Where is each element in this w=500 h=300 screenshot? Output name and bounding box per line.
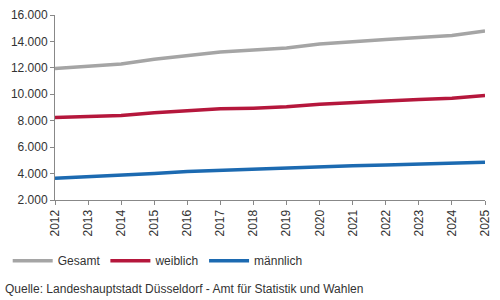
svg-text:4.000: 4.000 [18,167,48,181]
svg-text:2012: 2012 [48,209,62,236]
svg-text:2014: 2014 [114,209,128,236]
svg-text:2.000: 2.000 [18,193,48,207]
svg-text:2022: 2022 [379,209,393,236]
svg-text:2016: 2016 [180,209,194,236]
svg-text:2013: 2013 [81,209,95,236]
svg-text:6.000: 6.000 [18,140,48,154]
svg-text:männlich: männlich [254,254,302,268]
svg-text:2021: 2021 [346,209,360,236]
svg-text:Gesamt: Gesamt [58,254,101,268]
svg-text:Quelle: Landeshauptstadt Düsse: Quelle: Landeshauptstadt Düsseldorf - Am… [5,282,363,296]
svg-text:2015: 2015 [147,209,161,236]
svg-text:2023: 2023 [412,209,426,236]
svg-text:2025: 2025 [478,209,492,236]
svg-text:2018: 2018 [246,209,260,236]
svg-text:16.000: 16.000 [11,8,48,22]
svg-text:8.000: 8.000 [18,114,48,128]
svg-text:2024: 2024 [445,209,459,236]
svg-text:weiblich: weiblich [154,254,198,268]
svg-text:12.000: 12.000 [11,61,48,75]
svg-text:10.000: 10.000 [11,87,48,101]
svg-text:2019: 2019 [279,209,293,236]
svg-text:2020: 2020 [313,209,327,236]
svg-text:2017: 2017 [213,209,227,236]
svg-text:14.000: 14.000 [11,35,48,49]
